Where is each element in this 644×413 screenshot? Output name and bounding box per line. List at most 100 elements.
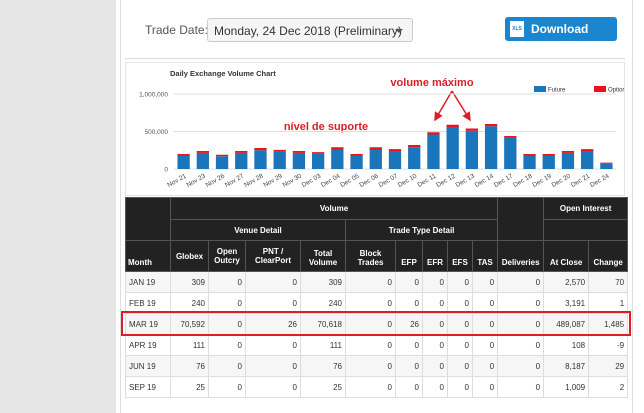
download-button[interactable]: XLS Download Data (505, 17, 617, 60)
table-cell: 0 (497, 271, 545, 293)
bar-segment (408, 145, 421, 148)
table-row: Volume Open Interest (125, 197, 629, 220)
table-row: JUN 19 76 0 0 76 0 0 0 0 0 0 8,187 29 (125, 355, 629, 377)
header-cell: At Close (543, 240, 590, 272)
table-cell: 26 (245, 313, 301, 335)
table-cell: 0 (208, 271, 246, 293)
table-cell: JUN 19 (125, 355, 171, 377)
x-tick-label: Dec 17 (493, 172, 515, 189)
bar-segment (427, 132, 440, 135)
table-cell: JAN 19 (125, 271, 171, 293)
chart: Daily Exchange Volume Chart volume máxim… (139, 69, 626, 189)
bar-segment (350, 154, 363, 156)
table-cell: 0 (422, 334, 448, 356)
x-tick-label: Nov 28 (243, 172, 265, 189)
table-cell: 25 (300, 376, 346, 398)
bar-segment (311, 153, 325, 169)
bar-segment (581, 151, 594, 169)
table-row: Venue Detail Trade Type Detail (125, 219, 629, 241)
arrow (434, 90, 453, 122)
table-cell: 0 (245, 271, 301, 293)
bar-segment (215, 156, 229, 169)
table-cell: 0 (447, 313, 473, 335)
x-tick-label: Dec 14 (474, 172, 496, 189)
bar-segment (311, 152, 325, 154)
header-cell: Deliveries (497, 240, 545, 272)
legend-swatch (534, 86, 546, 92)
bar-segment (504, 137, 517, 169)
bar-segment (177, 155, 190, 169)
trade-date-select[interactable]: Monday, 24 Dec 2018 (Preliminary) (207, 18, 413, 42)
x-tick-label: Dec 12 (435, 172, 457, 189)
header-cell (497, 197, 545, 220)
table-row: APR 19 111 0 0 111 0 0 0 0 0 0 108 -9 (125, 334, 629, 356)
table-row: Month Globex Open Outcry PNT / ClearPort Tot… (125, 240, 629, 272)
header-cell: Total Volume (300, 240, 346, 272)
x-tick-label: Dec 06 (358, 172, 380, 189)
bar-segment (388, 149, 402, 151)
bar-segment (581, 149, 594, 151)
header-cell: EFR (422, 240, 448, 272)
y-tick-label: 1,000,000 (139, 92, 168, 99)
xls-icon: XLS (510, 21, 524, 37)
table-cell: SEP 19 (125, 376, 171, 398)
table-cell: 0 (245, 376, 301, 398)
table-cell: 111 (170, 334, 209, 356)
table-cell: 108 (543, 334, 590, 356)
table-cell: 0 (208, 376, 246, 398)
header-cell: EFP (395, 240, 423, 272)
table-cell: 25 (170, 376, 209, 398)
table-cell: 0 (471, 376, 499, 398)
sidebar (0, 0, 116, 413)
table-cell: 8,187 (543, 355, 590, 377)
header-cell: Change (588, 240, 629, 272)
table-cell: 0 (345, 271, 396, 293)
header-cell: PNT / ClearPort (245, 240, 301, 272)
x-tick-label: Dec 10 (397, 172, 419, 189)
x-tick-label: Nov 30 (282, 172, 304, 189)
bar-segment (561, 151, 575, 153)
table-cell: 0 (208, 355, 246, 377)
x-tick-label: Dec 07 (378, 172, 400, 189)
bar-segment (484, 126, 498, 169)
bar-segment (369, 147, 382, 150)
x-tick-label: Dec 20 (551, 172, 573, 189)
bar-segment (523, 155, 536, 169)
bar-segment (465, 128, 479, 131)
table-cell: 0 (497, 334, 545, 356)
bar-segment (484, 124, 498, 127)
bar-segment (446, 127, 459, 169)
table-cell: 2 (588, 376, 629, 398)
trade-date-label: Trade Date: (145, 23, 208, 37)
x-tick-label: Dec 11 (417, 172, 438, 188)
bar-segment (446, 124, 459, 127)
bar-segment (408, 147, 421, 169)
table-cell: 0 (497, 376, 545, 398)
table-cell: 0 (422, 376, 448, 398)
x-tick-label: Dec 18 (512, 172, 534, 189)
y-tick-label: 0 (164, 167, 168, 174)
bar-segment (273, 149, 286, 152)
table-cell: 70,618 (300, 313, 346, 335)
bar-segment (331, 147, 344, 150)
bar-segment (292, 152, 306, 169)
chart-box: Daily Exchange Volume Chart volume máxim… (125, 62, 626, 196)
x-tick-label: Nov 23 (185, 172, 207, 189)
table-cell: 76 (300, 355, 346, 377)
bar-segment (388, 151, 402, 169)
legend-label: Option (608, 88, 624, 94)
bar-segment (254, 148, 267, 151)
annotation: volume máximo (390, 77, 473, 89)
table-cell: 0 (245, 334, 301, 356)
table-row: SEP 19 25 0 0 25 0 0 0 0 0 0 1,009 2 (125, 376, 629, 398)
header-cell (543, 219, 629, 241)
bar-segment (427, 134, 440, 169)
bar-segment (542, 154, 555, 156)
bar-segment (350, 155, 363, 169)
table-cell: 1,485 (588, 313, 629, 335)
bar-segment (465, 130, 479, 169)
header-cell: Volume (169, 197, 499, 220)
table-cell: 0 (395, 376, 423, 398)
table-cell: 309 (300, 271, 346, 293)
